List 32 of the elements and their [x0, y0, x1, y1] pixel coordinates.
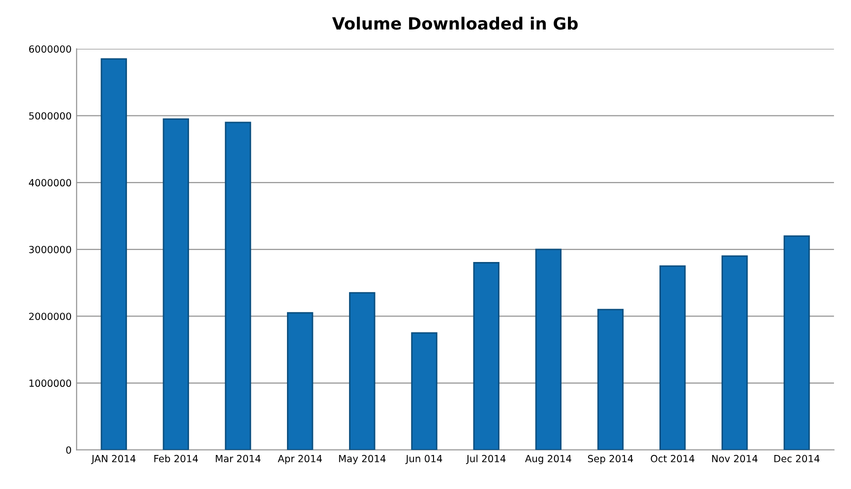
x-tick-label: Apr 2014	[278, 454, 322, 464]
x-tick-label: Aug 2014	[525, 454, 572, 464]
bar	[535, 248, 562, 450]
bar	[411, 332, 438, 450]
bar	[224, 122, 252, 450]
x-tick-label: Feb 2014	[154, 454, 198, 462]
bar	[597, 308, 624, 450]
y-tick-label: 4000000	[28, 179, 72, 186]
bar	[286, 312, 314, 450]
x-tick-label: Mar 2014	[216, 454, 261, 462]
y-tick-label: 5000000	[29, 112, 72, 120]
x-tick-label: Jul 2014	[466, 454, 506, 464]
x-tick-label: Sep 2014	[588, 454, 634, 464]
bar	[100, 58, 127, 450]
bar	[659, 265, 686, 450]
bar	[473, 262, 500, 450]
chart-title: Volume Downloaded in Gb	[332, 16, 578, 30]
bar	[349, 292, 376, 450]
x-tick-label: JAN 2014	[91, 454, 136, 464]
x-tick-label: Dec 2014	[774, 454, 820, 462]
y-tick-label: 1000000	[29, 380, 72, 387]
x-tick-label: Oct 2014	[650, 454, 694, 462]
y-tick-label: 6000000	[29, 45, 72, 53]
bar	[722, 255, 748, 450]
x-tick-label: May 2014	[339, 454, 386, 464]
x-tick-label: Nov 2014	[712, 454, 758, 462]
y-tick-label: 0	[66, 446, 72, 454]
bar	[162, 118, 190, 450]
y-tick-label: 2000000	[29, 312, 72, 320]
bar	[784, 235, 810, 450]
y-tick-label: 3000000	[29, 246, 72, 254]
x-tick-label: Jun 014	[405, 454, 442, 464]
